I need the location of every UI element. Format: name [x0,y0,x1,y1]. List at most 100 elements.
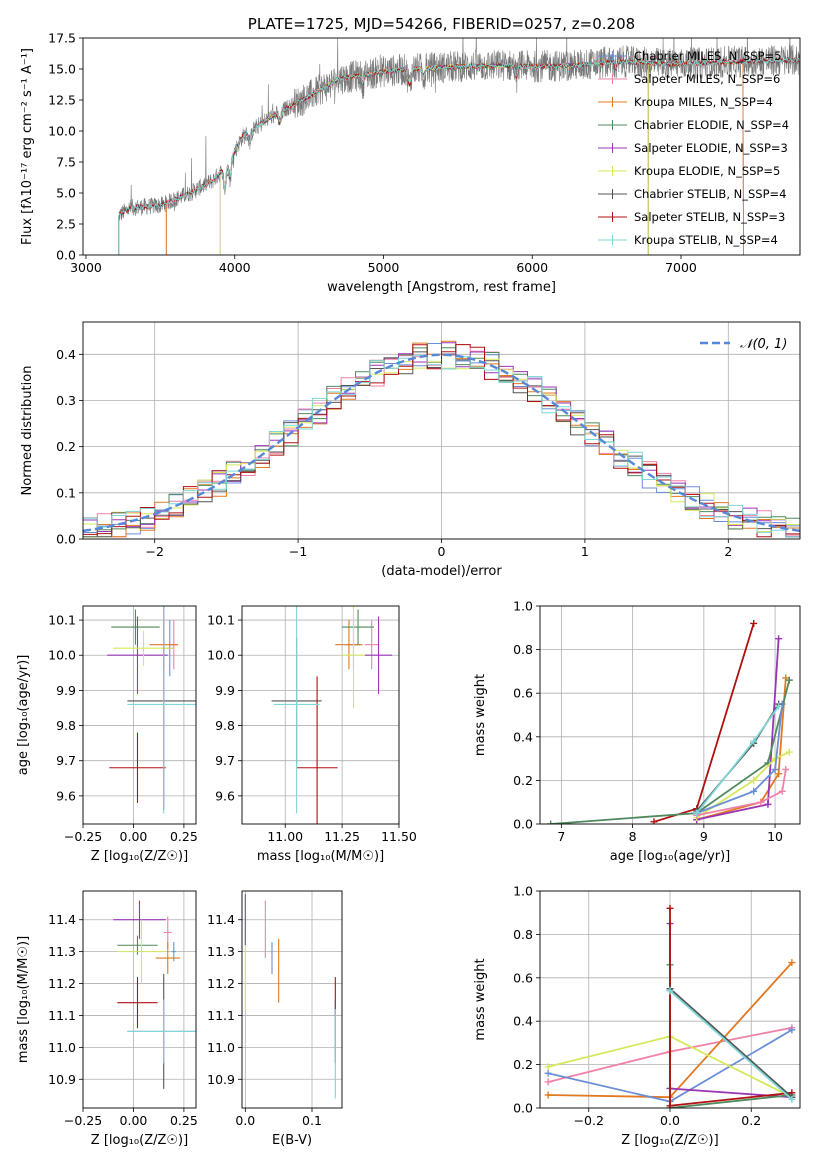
model-spectrum-line [219,58,649,255]
plot-spectrum: 3000 4000 5000 6000 7000 0.0 2.5 5.0 7.5 10.0 12.5… [20,15,801,295]
plot-area [547,619,793,824]
mass-weight-line [696,704,784,814]
y-tick-label: 11.3 [207,944,235,959]
y-tick-label: 15.0 [48,62,76,77]
legend: Chabrier MILES, N_SSP=5 Salpeter MILES, N… [598,49,789,247]
y-axis-label: Normed distribution [20,366,35,496]
y-tick-label: 10.1 [207,613,235,628]
y-tick-label: 11.3 [48,944,76,959]
model-spectrum-line [165,58,744,255]
model-spectrum-line [219,59,649,255]
y-tick-label: 10.0 [48,648,76,663]
x-tick-label: −0.25 [64,1113,102,1128]
mass-weight-point [544,1069,552,1077]
legend-label: Kroupa ELODIE, N_SSP=5 [634,164,780,178]
mass-weight-line [550,679,791,824]
axes-frame [82,321,801,540]
y-tick-label: 9.7 [215,753,235,768]
mass-weight-point [666,987,674,995]
mass-weight-point [666,1102,674,1108]
model-spectrum-line [118,56,800,255]
x-tick-label: 0.00 [120,1113,148,1128]
x-tick-label: 0.25 [170,1113,198,1128]
y-axis-label: Flux [fλ10⁻¹⁷ erg cm⁻² s⁻¹ A⁻¹] [20,48,35,245]
y-tick-label: 0.4 [513,729,533,744]
y-tick-label: 11.1 [48,1008,76,1023]
y-tick-label: 0.6 [513,686,533,701]
plot-residuals: −2 −1 0 1 2 0.0 0.1 0.2 0.3 0.4 (data-model)/error… [20,321,801,579]
y-tick-label: 0.0 [56,248,76,263]
plot-area [544,904,796,1108]
plot-mass_vs_ebv: 0.0 0.1 10.9 11.0 11.1 11.2 11.3 11.4 E(B-V) [207,890,343,1148]
mass-weight-point [785,676,793,684]
y-tick-label: 0.4 [513,1014,533,1029]
mass-weight-point [788,1026,796,1034]
plot-area [83,340,800,538]
y-tick-label: 9.6 [56,788,76,803]
x-tick-label: 0 [438,544,446,559]
mass-weight-line [669,987,793,1098]
y-tick-label: 0.0 [513,817,533,832]
legend-label: Salpeter STELIB, N_SSP=3 [634,210,785,224]
x-tick-label: 0.1 [302,1113,322,1128]
x-tick-label: 11.50 [381,829,417,844]
x-axis-label: Z [log₁₀(Z/Z☉)] [91,1133,188,1148]
mass-weight-point [782,766,790,773]
y-tick-label: 10.9 [48,1072,76,1087]
legend-label: Chabrier MILES, N_SSP=5 [634,49,781,63]
mass-weight-point [788,959,796,967]
y-axis-label: mass weight [473,958,488,1040]
x-tick-label: 0.2 [741,1113,761,1128]
legend-label: Kroupa STELIB, N_SSP=4 [634,233,778,247]
y-tick-label: 0.3 [56,393,76,408]
y-tick-label: 7.5 [56,155,76,170]
axes-frame [539,605,801,825]
y-axis-label: mass weight [473,674,488,756]
x-axis-label: E(B-V) [272,1133,312,1148]
x-tick-label: 11.00 [267,829,303,844]
x-tick-label: −0.2 [574,1113,604,1128]
y-tick-label: 11.0 [207,1040,235,1055]
y-axis-label: mass [log₁₀(M/M☉)] [16,936,31,1063]
y-tick-label: 0.2 [56,439,76,454]
plot-area [113,900,196,1089]
y-tick-label: 2.5 [56,217,76,232]
x-tick-label: 7 [557,829,565,844]
plot-mass_weight_vs_z: −0.2 0.0 0.2 0.0 0.2 0.4 0.6 0.8 1.0 Z [log₁₀(Z/Z… [473,884,801,1148]
y-tick-label: 11.1 [207,1008,235,1023]
mass-weight-point [775,702,783,710]
mass-weight-point [785,748,793,756]
mass-weight-point [544,1063,552,1071]
mass-weight-point [750,787,758,795]
x-axis-label: Z [log₁₀(Z/Z☉)] [91,849,188,864]
y-tick-label: 0.2 [513,1057,533,1072]
plot-area [107,606,196,814]
y-tick-label: 0.0 [513,1101,533,1116]
y-tick-label: 11.2 [207,976,235,991]
y-tick-label: 5.0 [56,186,76,201]
y-tick-label: 9.8 [215,718,235,733]
y-tick-label: 10.0 [48,124,76,139]
plot-area [271,606,393,824]
gaussian-reference-line [83,353,800,533]
x-tick-label: 0.0 [235,1113,255,1128]
mass-weight-point [764,800,772,808]
x-tick-label: 7000 [665,260,697,275]
x-tick-label: 1 [581,544,589,559]
y-tick-label: 0.1 [56,485,76,500]
y-tick-label: 10.9 [207,1072,235,1087]
axes-frame [82,37,801,256]
x-axis-label: age [log₁₀(age/yr)] [610,849,731,864]
mass-weight-line [669,990,793,1100]
x-tick-label: −0.25 [64,829,102,844]
mass-weight-point [750,776,758,784]
legend-label: 𝒩(0, 1) [740,337,787,352]
mass-weight-point [771,766,779,773]
y-tick-label: 9.9 [215,683,235,698]
x-tick-label: 2 [724,544,732,559]
x-tick-label: 6000 [516,260,548,275]
plot-area [118,38,800,255]
mass-weight-line [696,751,790,819]
x-tick-label: 3000 [70,260,102,275]
